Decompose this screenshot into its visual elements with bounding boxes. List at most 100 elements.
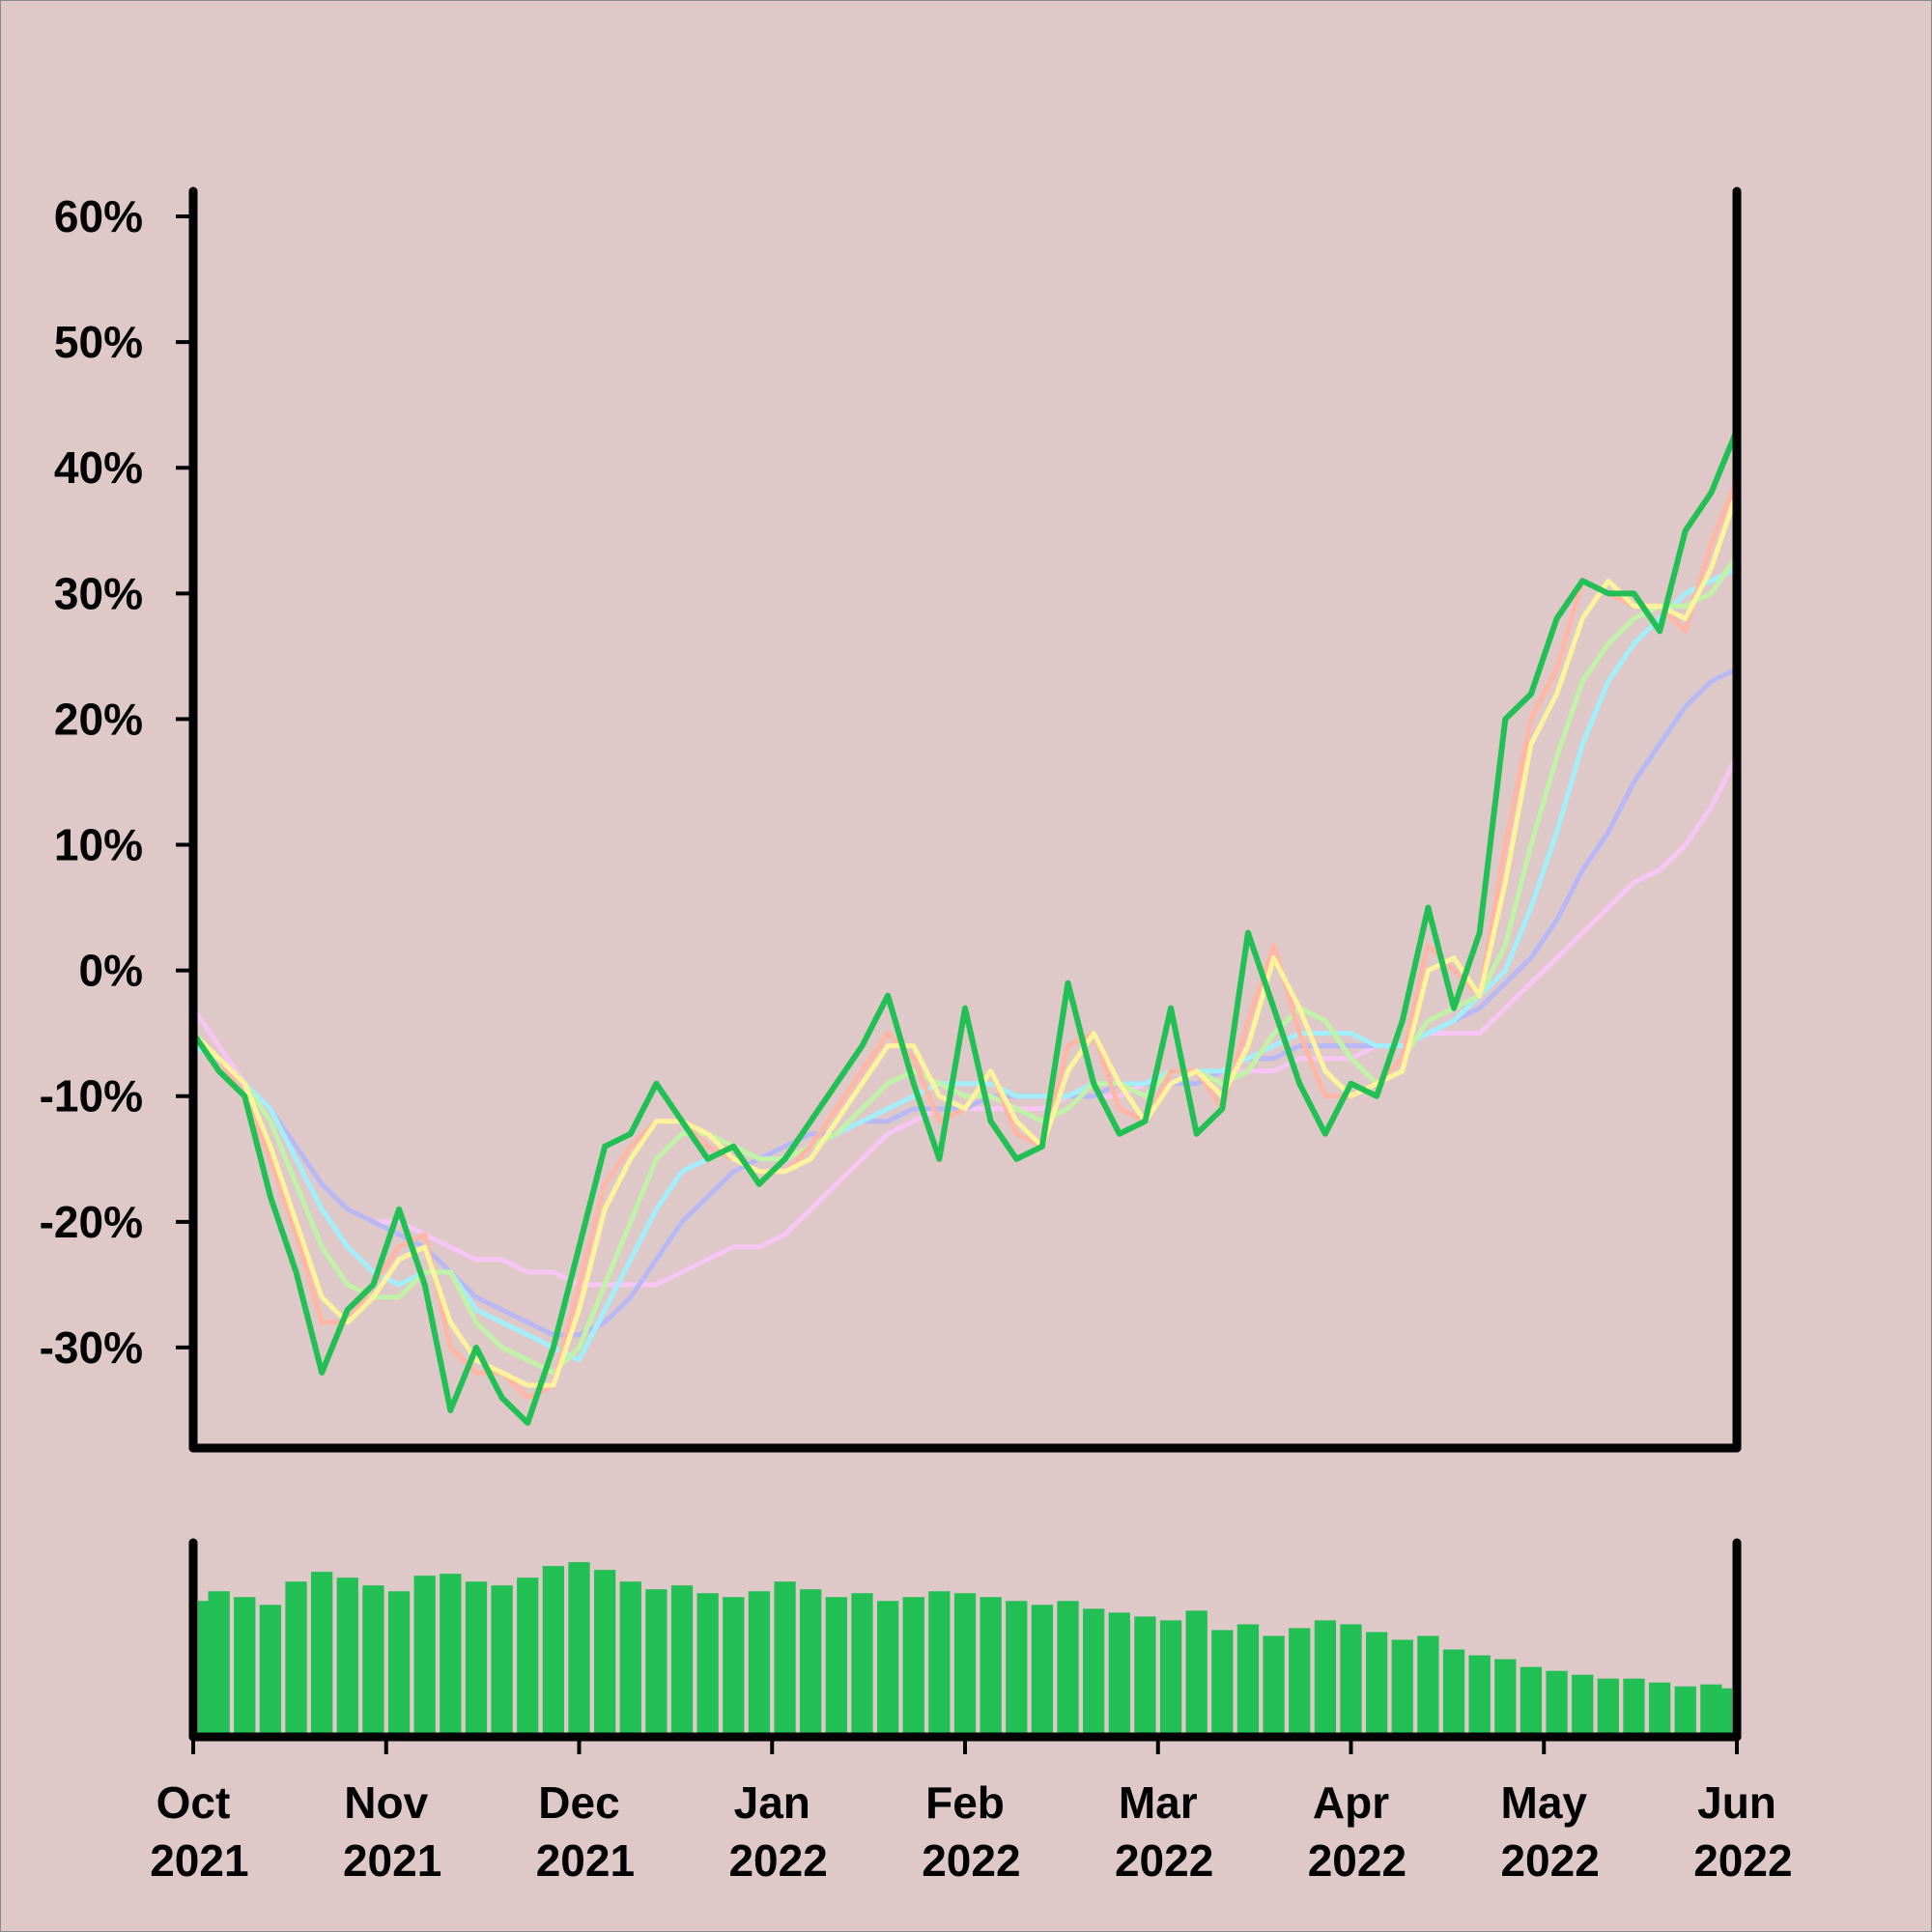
x-tick-label-line: Mar [1119, 1777, 1198, 1828]
volume-bar [1442, 1649, 1465, 1737]
volume-bar [1391, 1639, 1413, 1737]
volume-bar [1648, 1682, 1671, 1737]
x-tick-label: Jan 2022 [717, 1777, 828, 1886]
y-tick-label: 20% [54, 694, 143, 744]
x-tick-label-line: Apr [1313, 1777, 1389, 1828]
volume-bar [800, 1589, 822, 1737]
volume-bar [568, 1562, 590, 1737]
volume-bar [387, 1591, 411, 1737]
x-tick-label: Oct 2021 [137, 1777, 248, 1886]
volume-bar [902, 1597, 924, 1737]
volume-bar [748, 1591, 771, 1737]
volume-bar [1674, 1686, 1696, 1737]
x-tick-label: Dec 2021 [524, 1777, 635, 1886]
volume-bar [1572, 1674, 1594, 1737]
volume-bar [876, 1601, 899, 1737]
x-tick-label: Mar 2022 [1102, 1777, 1213, 1886]
volume-bar [542, 1566, 565, 1737]
x-tick-label-line: 2021 [524, 1835, 635, 1886]
volume-bar [670, 1585, 694, 1737]
x-tick-label-line: 2022 [1295, 1835, 1406, 1886]
line-series [190, 429, 1740, 1426]
x-tick-label-line: May [1501, 1777, 1588, 1828]
volume-bar [465, 1581, 488, 1737]
volume-bar [645, 1589, 668, 1737]
volume-bar [723, 1597, 745, 1737]
volume-bar [1520, 1666, 1543, 1737]
volume-bar [953, 1593, 977, 1737]
volume-bar [1623, 1678, 1645, 1737]
volume-bar [696, 1593, 719, 1737]
volume-bar [1468, 1655, 1491, 1737]
y-tick-label: 10% [54, 820, 143, 870]
volume-bar [362, 1585, 384, 1737]
volume-bar [1211, 1630, 1234, 1737]
y-tick-label: 40% [54, 442, 143, 493]
x-tick-label-line: Jan [734, 1777, 810, 1828]
line-series [191, 492, 1740, 1388]
x-tick-label-line: Dec [538, 1777, 619, 1828]
volume-bar [1494, 1659, 1517, 1737]
volume-bar [980, 1597, 1002, 1737]
volume-bar [440, 1574, 462, 1737]
plot-area [190, 429, 1740, 1737]
volume-bar [774, 1581, 796, 1737]
volume-bar [825, 1597, 847, 1737]
y-tick-label: 0% [79, 946, 143, 996]
x-tick-label-line: 2022 [1681, 1835, 1792, 1886]
axes: -30% -20% -10% 0% 10% 20% 30% 40% 50% 60% Oct 2021… [40, 186, 1793, 1886]
volume-bar [517, 1577, 539, 1737]
x-tick-label-line: 2022 [1489, 1835, 1600, 1886]
volume-bar [1340, 1624, 1362, 1737]
x-tick-label-line: Feb [925, 1777, 1005, 1828]
volume-bar [1108, 1612, 1130, 1737]
x-tick-label-line: 2021 [330, 1835, 441, 1886]
volume-bar [208, 1591, 230, 1737]
y-tick-label: 30% [54, 568, 143, 618]
volume-bar [336, 1577, 358, 1737]
volume-bar [491, 1585, 513, 1737]
y-tick-label: -30% [40, 1322, 143, 1373]
volume-bar [1057, 1601, 1079, 1737]
volume-bar [1263, 1635, 1285, 1737]
volume-bar [285, 1581, 307, 1737]
volume-bar [1314, 1620, 1337, 1737]
volume-bar [1417, 1635, 1439, 1737]
x-tick-label-line: 2021 [137, 1835, 248, 1886]
volume-bar [1236, 1624, 1260, 1737]
x-tick-label: May 2022 [1489, 1777, 1600, 1886]
volume-bar [234, 1597, 256, 1737]
x-tick-label-line: Jun [1697, 1777, 1776, 1828]
volume-bar [619, 1581, 641, 1737]
volume-bar [1710, 1688, 1732, 1737]
volume-bar [1159, 1620, 1182, 1737]
volume-bar [413, 1576, 436, 1737]
volume-bar [1597, 1678, 1619, 1737]
volume-bar [928, 1591, 951, 1737]
volume-bar [593, 1570, 616, 1737]
volume-bar [1185, 1610, 1208, 1737]
volume-bar [259, 1605, 282, 1737]
x-tick-label: Feb 2022 [909, 1777, 1020, 1886]
y-tick-label: 60% [54, 191, 143, 242]
volume-bar [311, 1572, 333, 1737]
volume-bar [1083, 1608, 1105, 1737]
volume-bar [1546, 1670, 1568, 1737]
x-tick-label-line: Nov [344, 1777, 428, 1828]
x-tick-label: Nov 2021 [330, 1777, 441, 1886]
y-tick-label: -10% [40, 1071, 143, 1122]
volume-bar [1031, 1605, 1054, 1737]
volume-bar [1134, 1616, 1156, 1737]
y-tick-label: -20% [40, 1197, 143, 1247]
y-tick-label: 50% [54, 317, 143, 367]
volume-bar [1365, 1632, 1388, 1737]
volume-bar [1289, 1628, 1311, 1737]
x-tick-label: Jun 2022 [1681, 1777, 1792, 1886]
x-tick-label-line: 2022 [909, 1835, 1020, 1886]
volume-bar [851, 1593, 873, 1737]
x-tick-label-line: 2022 [1102, 1835, 1213, 1886]
x-tick-label-line: 2022 [717, 1835, 828, 1886]
x-tick-label-line: Oct [156, 1777, 231, 1828]
